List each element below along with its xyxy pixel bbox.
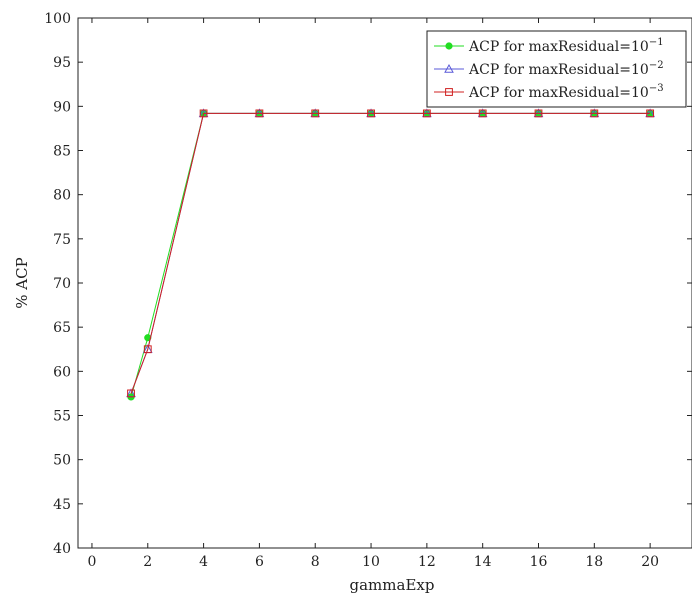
data-point [143,345,152,354]
x-tick-label: 18 [585,554,603,570]
y-tick-label: 100 [44,11,71,27]
legend-marker [444,63,454,73]
series-2 [126,108,655,398]
data-point [367,109,375,118]
x-axis-label: gammaExp [350,576,435,593]
legend-exponent: −2 [649,60,664,71]
x-tick-label: 16 [530,554,548,570]
y-tick-label: 55 [53,409,71,425]
y-axis-label: % ACP [13,257,31,308]
series-line [130,112,651,398]
y-tick-label: 70 [53,276,71,292]
legend-entry: ACP for maxResidual=10−1 [434,37,664,55]
y-tick-label: 90 [53,99,71,115]
y-axis: 40 45 50 55 60 65 70 75 80 85 90 95 100 [44,11,692,557]
y-tick-label: 60 [53,364,71,380]
legend-box [426,30,687,108]
series-line [130,112,651,394]
legend-marker [445,42,453,50]
data-point [646,109,655,118]
legend-label: ACP for maxResidual=10−2 [468,60,664,78]
data-point [127,389,135,398]
legend-entry: ACP for maxResidual=10−3 [434,83,664,101]
data-point [422,109,431,118]
series-line [130,112,651,394]
x-tick-label: 8 [311,554,320,570]
x-tick-label: 14 [474,554,492,570]
legend-exponent: −1 [649,37,664,48]
data-point [590,109,599,118]
x-tick-label: 0 [87,554,96,570]
x-tick-label: 12 [418,554,436,570]
series-layer [126,108,655,401]
legend-label: ACP for maxResidual=10−3 [468,83,664,101]
x-axis: 0 2 4 6 8 10 12 14 16 18 20 [87,18,659,570]
data-point [199,109,208,118]
legend-marker [445,88,453,96]
y-tick-label: 95 [53,55,71,71]
y-tick-label: 75 [53,232,71,248]
x-tick-label: 10 [362,554,380,570]
y-tick-label: 45 [53,497,71,513]
x-tick-label: 2 [143,554,152,570]
x-tick-label: 20 [641,554,659,570]
data-point [255,109,264,118]
y-tick-label: 85 [53,144,71,160]
legend-entry: ACP for maxResidual=10−2 [434,60,664,78]
legend-label: ACP for maxResidual=10−1 [468,37,664,55]
y-tick-label: 80 [53,188,71,204]
x-tick-label: 4 [199,554,208,570]
series-3 [127,109,655,398]
series-1 [127,109,654,401]
y-tick-label: 50 [53,453,71,469]
legend: ACP for maxResidual=10−1 ACP for maxResid… [426,30,687,108]
y-tick-label: 65 [53,320,71,336]
y-tick-label: 40 [53,541,71,557]
x-tick-label: 6 [255,554,264,570]
legend-exponent: −3 [649,83,664,94]
data-point [534,109,543,118]
data-point [478,109,487,118]
data-point [311,109,320,118]
